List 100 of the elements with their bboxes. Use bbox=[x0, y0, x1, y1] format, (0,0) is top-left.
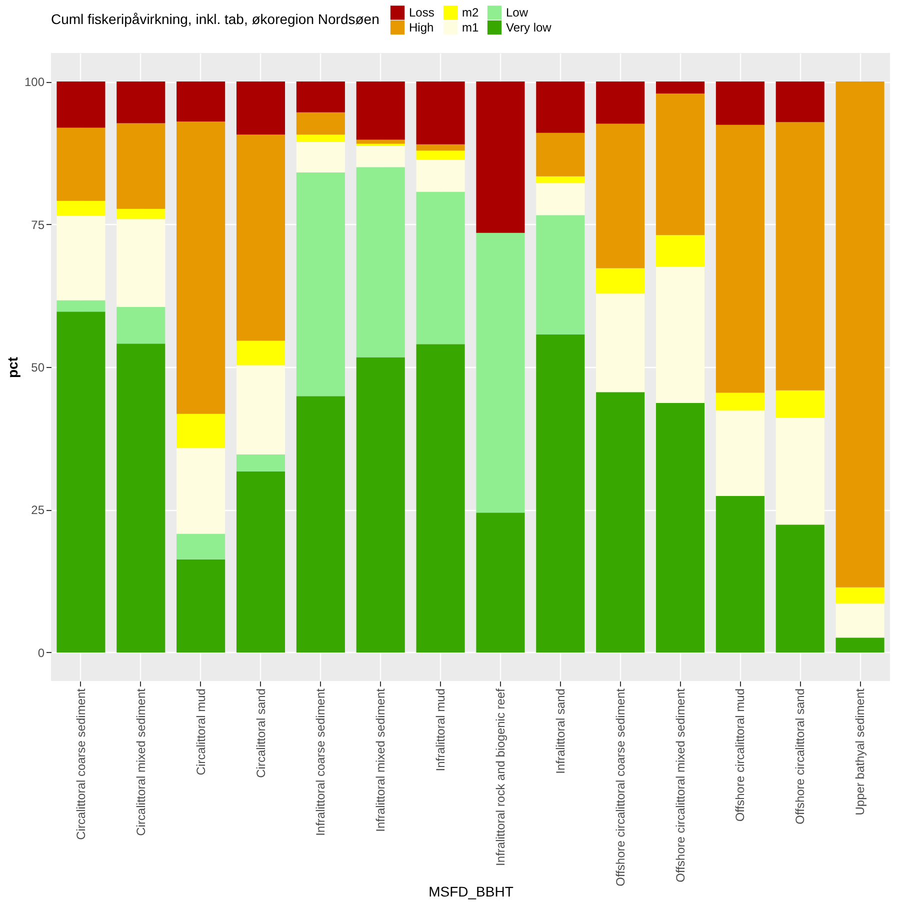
bar bbox=[416, 82, 465, 144]
x-tick-label: Infralittoral mixed sediment bbox=[374, 688, 388, 832]
legend-label: High bbox=[409, 20, 434, 34]
bar bbox=[476, 512, 525, 652]
bar bbox=[536, 334, 585, 652]
bar bbox=[176, 534, 226, 560]
bar bbox=[236, 471, 286, 652]
bar bbox=[596, 392, 645, 652]
bar bbox=[596, 124, 645, 268]
bar bbox=[596, 268, 645, 294]
x-tick-label: Infralittoral rock and biogenic reef bbox=[493, 688, 508, 866]
y-tick-label: 50 bbox=[31, 360, 45, 374]
bar bbox=[56, 312, 106, 652]
bar bbox=[296, 142, 345, 172]
bar bbox=[476, 82, 525, 233]
bar bbox=[716, 82, 764, 125]
bar bbox=[236, 454, 286, 472]
bar bbox=[56, 128, 106, 201]
legend-label: Very low bbox=[506, 20, 552, 34]
bar bbox=[416, 150, 465, 160]
bar bbox=[356, 146, 405, 168]
x-tick-label: Circalittoral mud bbox=[194, 688, 208, 776]
bar bbox=[476, 232, 525, 513]
bar bbox=[236, 82, 286, 135]
bar bbox=[836, 82, 884, 588]
bar bbox=[56, 216, 106, 300]
legend-title: Cuml fiskeripåvirkning, inkl. tab, økoregion Nordsøen bbox=[51, 11, 380, 27]
bar bbox=[296, 396, 345, 652]
bar bbox=[296, 134, 345, 142]
bar bbox=[116, 307, 166, 344]
bar bbox=[716, 124, 764, 393]
bar bbox=[176, 559, 226, 652]
bar bbox=[776, 122, 824, 390]
x-tick-label: Infralittoral sand bbox=[553, 688, 568, 774]
bar bbox=[416, 344, 465, 652]
bar bbox=[416, 192, 465, 344]
bar bbox=[596, 293, 645, 392]
bar bbox=[416, 144, 465, 151]
bar bbox=[176, 122, 226, 414]
legend-label: m2 bbox=[462, 6, 479, 20]
bar bbox=[356, 167, 405, 358]
bar bbox=[236, 365, 286, 454]
x-tick-label: Upper bathyal sediment bbox=[853, 688, 868, 816]
y-tick-label: 100 bbox=[24, 75, 45, 90]
bar bbox=[776, 82, 824, 122]
bar bbox=[536, 82, 585, 133]
y-tick-label: 75 bbox=[31, 218, 45, 232]
bar bbox=[536, 132, 585, 176]
bar bbox=[656, 235, 705, 267]
bar bbox=[716, 392, 764, 410]
bar bbox=[56, 200, 106, 216]
bar bbox=[836, 587, 884, 604]
bar bbox=[356, 140, 405, 144]
legend-label: m1 bbox=[462, 20, 479, 34]
x-tick-label: Circalittoral mixed sediment bbox=[134, 688, 148, 836]
bar bbox=[356, 82, 405, 140]
bar bbox=[416, 160, 465, 192]
bar bbox=[596, 82, 645, 124]
bar bbox=[116, 82, 166, 124]
bar bbox=[116, 123, 166, 209]
legend-label: Loss bbox=[409, 6, 434, 20]
bar bbox=[836, 638, 884, 652]
bar bbox=[236, 134, 286, 341]
bar bbox=[116, 219, 166, 308]
x-tick-label: Offshore circalittoral mud bbox=[733, 688, 748, 822]
x-tick-label: Circalittoral sand bbox=[254, 688, 268, 778]
bar bbox=[56, 82, 106, 128]
legend-label: Low bbox=[506, 6, 528, 20]
bar bbox=[656, 266, 705, 403]
bar bbox=[116, 208, 166, 220]
bar bbox=[356, 357, 405, 652]
bar bbox=[536, 176, 585, 184]
bar bbox=[776, 524, 824, 652]
bar bbox=[776, 390, 824, 418]
bar bbox=[776, 418, 824, 525]
bar bbox=[176, 82, 226, 122]
x-tick-label: Offshore circalittoral sand bbox=[793, 688, 808, 824]
x-tick-label: Infralittoral mud bbox=[434, 688, 448, 772]
x-tick-label: Circalittoral coarse sediment bbox=[74, 688, 88, 840]
bar bbox=[836, 603, 884, 638]
x-tick-label: Offshore circalittoral mixed sediment bbox=[673, 688, 688, 882]
bar bbox=[296, 82, 345, 112]
x-axis-title: MSFD_BBHT bbox=[428, 884, 514, 900]
y-axis-title: pct bbox=[4, 356, 20, 378]
bar bbox=[296, 172, 345, 396]
bar bbox=[116, 344, 166, 652]
bar bbox=[56, 300, 106, 312]
bar bbox=[656, 94, 705, 236]
bar bbox=[236, 340, 286, 366]
bar bbox=[536, 215, 585, 334]
bar bbox=[536, 183, 585, 216]
bar bbox=[176, 414, 226, 448]
y-tick-label: 0 bbox=[38, 646, 45, 660]
bar bbox=[716, 496, 764, 652]
bar bbox=[656, 82, 705, 94]
y-tick-label: 25 bbox=[31, 503, 45, 518]
bar bbox=[716, 410, 764, 496]
x-tick-label: Offshore circalittoral coarse sediment bbox=[613, 688, 628, 886]
bar bbox=[296, 112, 345, 135]
bar bbox=[656, 402, 705, 652]
